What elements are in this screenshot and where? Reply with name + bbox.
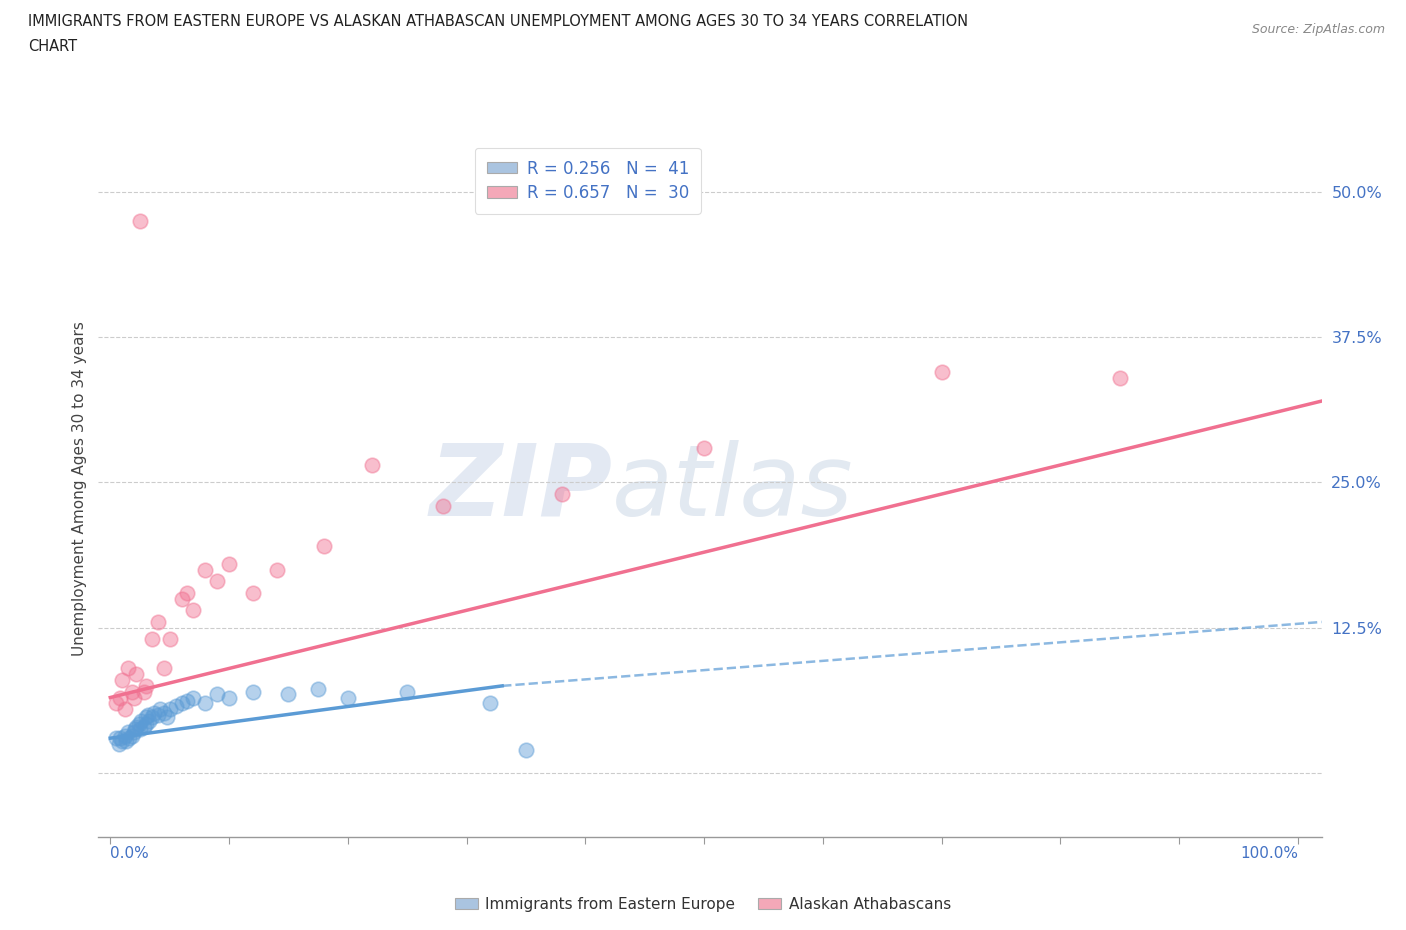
Point: [125, 667, 148, 682]
Point: [205, 574, 228, 589]
Point: [114, 701, 136, 716]
Point: [125, 719, 148, 734]
Point: [360, 458, 382, 472]
Legend: R = 0.256   N =  41, R = 0.657   N =  30: R = 0.256 N = 41, R = 0.657 N = 30: [475, 148, 700, 214]
Point: [141, 632, 163, 647]
Point: [312, 539, 335, 554]
Legend: Immigrants from Eastern Europe, Alaskan Athabascans: Immigrants from Eastern Europe, Alaskan …: [449, 891, 957, 918]
Point: [111, 672, 134, 687]
Point: [128, 717, 150, 732]
Point: [143, 705, 166, 720]
Point: [205, 686, 228, 701]
Point: [108, 690, 131, 705]
Point: [105, 696, 128, 711]
Point: [396, 684, 419, 699]
Point: [218, 690, 240, 705]
Point: [135, 717, 157, 732]
Point: [170, 591, 193, 606]
Point: [121, 684, 143, 699]
Point: [266, 562, 288, 577]
Point: [122, 725, 145, 740]
Point: [124, 722, 146, 737]
Point: [931, 365, 953, 379]
Point: [141, 710, 163, 724]
Point: [165, 698, 187, 713]
Point: [121, 728, 143, 743]
Point: [156, 710, 179, 724]
Point: [107, 737, 129, 751]
Point: [135, 679, 157, 694]
Point: [159, 701, 181, 716]
Point: [183, 690, 205, 705]
Point: [122, 690, 145, 705]
Point: [432, 498, 454, 513]
Text: ZIP: ZIP: [429, 440, 612, 537]
Point: [550, 486, 572, 501]
Point: [170, 696, 193, 711]
Point: [336, 690, 359, 705]
Point: [479, 696, 502, 711]
Point: [146, 615, 169, 630]
Point: [114, 728, 136, 743]
Point: [515, 742, 537, 757]
Point: [129, 713, 152, 728]
Point: [242, 586, 264, 601]
Point: [136, 708, 159, 723]
Point: [242, 684, 264, 699]
Point: [176, 586, 198, 601]
Text: CHART: CHART: [28, 39, 77, 54]
Point: [129, 722, 152, 737]
Point: [149, 701, 172, 716]
Text: atlas: atlas: [612, 440, 853, 537]
Point: [132, 684, 155, 699]
Point: [159, 632, 181, 647]
Point: [307, 682, 329, 697]
Point: [135, 710, 157, 724]
Point: [118, 731, 141, 746]
Point: [194, 696, 217, 711]
Point: [138, 713, 160, 728]
Point: [146, 708, 169, 723]
Text: 100.0%: 100.0%: [1240, 846, 1298, 861]
Text: 0.0%: 0.0%: [110, 846, 149, 861]
Point: [194, 562, 217, 577]
Point: [129, 214, 152, 229]
Y-axis label: Unemployment Among Ages 30 to 34 years: Unemployment Among Ages 30 to 34 years: [72, 321, 87, 656]
Point: [218, 556, 240, 571]
Point: [183, 603, 205, 618]
Point: [114, 733, 136, 748]
Point: [132, 719, 155, 734]
Point: [108, 731, 131, 746]
Text: Source: ZipAtlas.com: Source: ZipAtlas.com: [1251, 23, 1385, 36]
Text: IMMIGRANTS FROM EASTERN EUROPE VS ALASKAN ATHABASCAN UNEMPLOYMENT AMONG AGES 30 : IMMIGRANTS FROM EASTERN EUROPE VS ALASKA…: [28, 14, 969, 29]
Point: [176, 694, 198, 709]
Point: [693, 440, 716, 455]
Point: [117, 725, 139, 740]
Point: [152, 661, 174, 676]
Point: [117, 661, 139, 676]
Point: [277, 686, 299, 701]
Point: [105, 731, 128, 746]
Point: [1108, 370, 1130, 385]
Point: [111, 733, 134, 748]
Point: [152, 705, 174, 720]
